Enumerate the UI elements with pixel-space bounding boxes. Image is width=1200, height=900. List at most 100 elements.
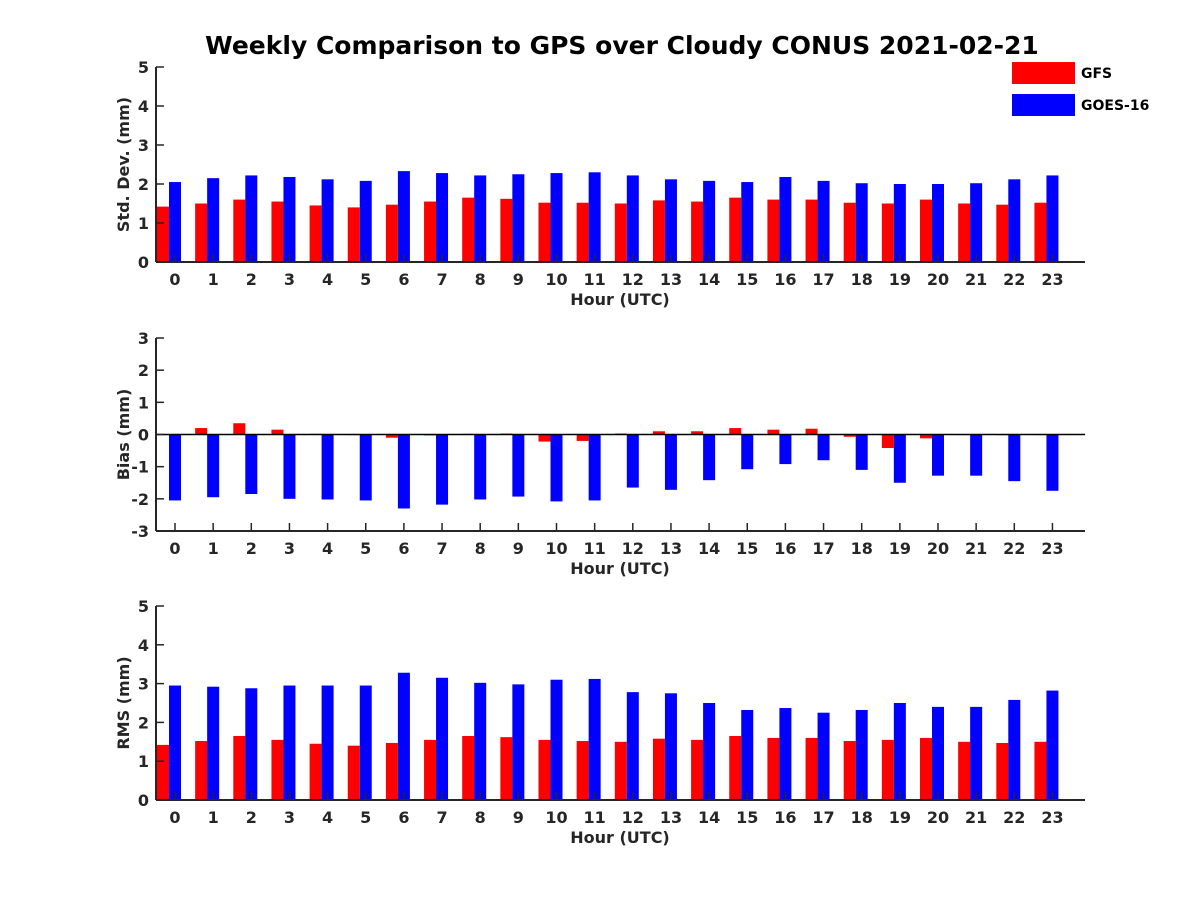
- bar-gfs-hour-13: [652, 738, 665, 800]
- bar-goes-16-hour-7: [436, 173, 449, 262]
- bar-gfs-hour-3: [271, 739, 284, 800]
- y-tick-label: -1: [131, 458, 149, 477]
- y-axis-label: RMS (mm): [114, 656, 133, 749]
- x-tick-label: 1: [208, 808, 219, 827]
- bar-goes-16-hour-1: [207, 178, 220, 262]
- bar-gfs-hour-19: [881, 434, 894, 449]
- bar-goes-16-hour-16: [779, 708, 792, 800]
- bar-goes-16-hour-22: [1008, 699, 1021, 800]
- bar-goes-16-hour-4: [321, 685, 334, 800]
- bar-goes-16-hour-12: [626, 434, 639, 488]
- x-tick-label: 12: [622, 539, 644, 558]
- bar-goes-16-hour-11: [588, 172, 601, 262]
- y-tick-label: -3: [131, 522, 149, 541]
- x-tick-label: 5: [360, 539, 371, 558]
- bar-gfs-hour-4: [309, 743, 322, 800]
- bar-gfs-hour-16: [767, 199, 780, 262]
- x-tick-label: 16: [774, 270, 796, 289]
- legend-label-goes-16: GOES-16: [1081, 98, 1149, 114]
- bar-goes-16-hour-9: [512, 174, 525, 262]
- y-axis-label: Std. Dev. (mm): [114, 97, 133, 232]
- bar-gfs-hour-17: [805, 199, 818, 262]
- bar-gfs-hour-1: [195, 428, 208, 435]
- bar-goes-16-hour-3: [283, 685, 296, 800]
- bar-gfs-hour-11: [576, 434, 589, 441]
- bar-goes-16-hour-20: [932, 706, 944, 800]
- bar-gfs-hour-15: [729, 735, 742, 800]
- x-tick-label: 1: [208, 539, 219, 558]
- bar-goes-16-hour-12: [626, 692, 639, 800]
- bar-gfs-hour-7: [424, 201, 437, 262]
- bar-gfs-hour-3: [271, 201, 284, 262]
- bar-gfs-hour-21: [958, 203, 971, 262]
- bar-goes-16-hour-10: [550, 173, 563, 262]
- x-tick-label: 6: [398, 270, 409, 289]
- x-tick-label: 22: [1003, 808, 1025, 827]
- x-tick-label: 20: [927, 270, 949, 289]
- x-tick-label: 14: [698, 808, 720, 827]
- bar-goes-16-hour-6: [397, 434, 410, 509]
- x-tick-label: 9: [513, 539, 524, 558]
- bar-gfs-hour-17: [805, 428, 818, 435]
- bar-goes-16-hour-16: [779, 176, 792, 262]
- bar-goes-16-hour-12: [626, 175, 639, 262]
- x-tick-label: 4: [322, 270, 333, 289]
- bar-goes-16-hour-2: [245, 175, 258, 262]
- y-tick-label: 0: [138, 253, 149, 272]
- bar-gfs-hour-6: [385, 204, 398, 262]
- bar-goes-16-hour-7: [436, 677, 449, 800]
- x-tick-label: 10: [545, 270, 567, 289]
- x-tick-label: 4: [322, 539, 333, 558]
- x-tick-label: 3: [284, 539, 295, 558]
- bar-gfs-hour-20: [920, 434, 932, 439]
- bar-gfs-hour-14: [691, 431, 704, 435]
- bar-goes-16-hour-17: [817, 434, 830, 461]
- bar-gfs-hour-23: [1034, 741, 1047, 800]
- bar-gfs-hour-10: [538, 739, 551, 800]
- x-tick-label: 23: [1041, 808, 1063, 827]
- bar-goes-16-hour-8: [474, 175, 487, 262]
- bar-gfs-hour-21: [958, 741, 971, 800]
- x-tick-label: 18: [851, 270, 873, 289]
- y-tick-label: 1: [138, 393, 149, 412]
- bar-goes-16-hour-21: [970, 183, 983, 262]
- x-tick-label: 11: [584, 270, 606, 289]
- bar-goes-16-hour-3: [283, 434, 296, 499]
- bar-goes-16-hour-16: [779, 434, 792, 465]
- y-tick-label: 5: [138, 597, 149, 616]
- bar-goes-16-hour-10: [550, 434, 563, 502]
- x-tick-label: 2: [246, 539, 257, 558]
- bar-gfs-hour-10: [538, 434, 551, 442]
- bar-goes-16-hour-4: [321, 434, 334, 500]
- x-tick-label: 21: [965, 270, 987, 289]
- y-tick-label: 2: [138, 175, 149, 194]
- x-tick-label: 7: [436, 270, 447, 289]
- bar-goes-16-hour-1: [207, 686, 220, 800]
- x-tick-label: 10: [545, 808, 567, 827]
- legend-swatch-gfs: [1012, 62, 1075, 84]
- bar-gfs-hour-0: [157, 206, 169, 262]
- x-tick-label: 20: [927, 808, 949, 827]
- bar-goes-16-hour-14: [703, 180, 716, 262]
- x-tick-label: 10: [545, 539, 567, 558]
- bar-gfs-hour-19: [881, 203, 894, 262]
- x-tick-label: 19: [889, 539, 911, 558]
- bar-gfs-hour-14: [691, 201, 704, 262]
- bar-gfs-hour-11: [576, 202, 589, 262]
- bar-gfs-hour-13: [652, 431, 665, 435]
- bar-gfs-hour-1: [195, 741, 208, 800]
- x-tick-label: 11: [584, 808, 606, 827]
- bar-gfs-hour-15: [729, 428, 742, 435]
- bar-goes-16-hour-6: [397, 672, 410, 800]
- bar-goes-16-hour-23: [1046, 690, 1059, 800]
- x-axis-label: Hour (UTC): [570, 559, 670, 578]
- bar-goes-16-hour-21: [970, 434, 983, 476]
- bar-gfs-hour-10: [538, 202, 551, 262]
- y-tick-label: 1: [138, 752, 149, 771]
- bar-goes-16-hour-5: [359, 180, 372, 262]
- bar-gfs-hour-22: [996, 204, 1009, 262]
- bar-goes-16-hour-10: [550, 679, 563, 800]
